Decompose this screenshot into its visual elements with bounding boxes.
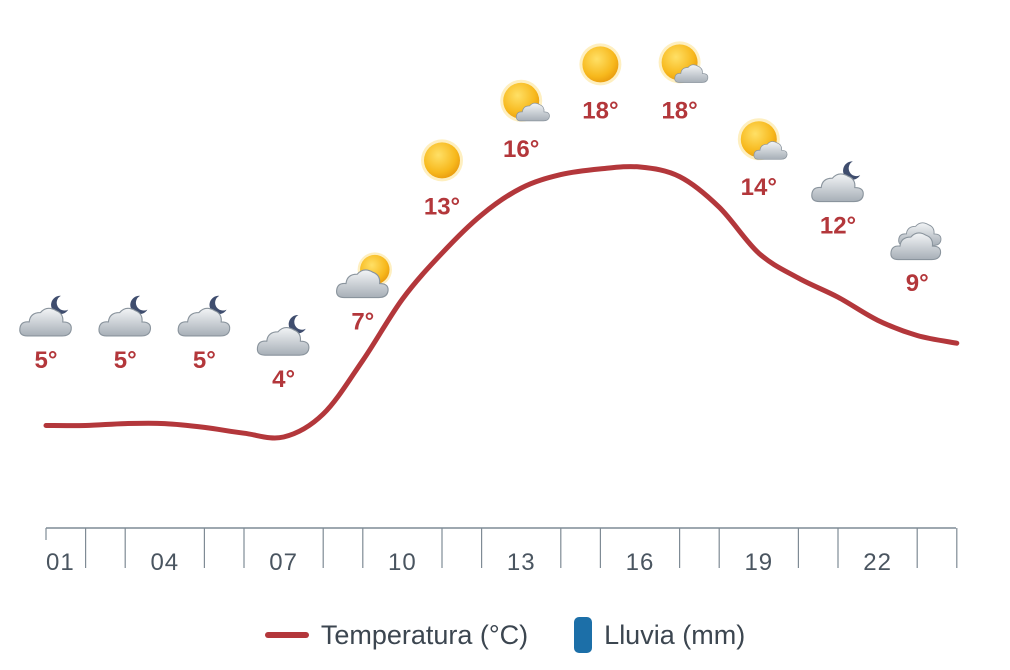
temperature-label: 7° [351, 309, 374, 336]
x-tick-label: 10 [388, 549, 417, 576]
cloudy-icon [890, 222, 942, 261]
sun-cloud-icon [658, 41, 709, 84]
temperature-label: 12° [820, 213, 856, 240]
temperature-label: 9° [906, 270, 929, 297]
temperature-label: 5° [193, 347, 216, 374]
x-tick-label: 19 [744, 549, 773, 576]
cloud-moon-icon [177, 295, 231, 337]
x-tick-label: 04 [150, 549, 179, 576]
cloud-moon-icon [256, 315, 310, 356]
legend-temperature-label: Temperatura (°C) [320, 619, 529, 650]
x-tick-label: 16 [626, 549, 655, 576]
temperature-label: 14° [741, 174, 777, 201]
cloud-sun-icon [336, 252, 392, 299]
x-tick-label: 01 [46, 549, 75, 576]
x-tick-label: 22 [863, 549, 892, 576]
sun-icon [421, 139, 463, 182]
rain-bar-swatch [574, 617, 593, 653]
sun-cloud-icon [500, 79, 550, 122]
sun-cloud-icon [737, 118, 788, 161]
temperature-label: 18° [661, 97, 697, 124]
temperature-label: 5° [35, 347, 58, 374]
cloud-moon-icon [98, 295, 152, 337]
temperature-chart: 5° 5° 5° 4° 7° 13° 16° 18° 18° 14° 12° 9° 01 04 07 10 1… [19, 41, 960, 576]
legend-item-rain[interactable]: Lluvia (mm) [574, 617, 745, 653]
legend: Temperatura (°C) Lluvia (mm) [0, 610, 1010, 660]
x-tick-label: 13 [507, 549, 536, 576]
sun-icon [579, 43, 622, 86]
legend-rain-label: Lluvia (mm) [604, 619, 746, 650]
temperature-label: 13° [424, 193, 460, 220]
temperature-label: 5° [114, 347, 137, 374]
temperature-label: 4° [272, 366, 295, 393]
legend-item-temperature[interactable]: Temperatura (°C) [264, 619, 529, 651]
temperature-label: 16° [503, 136, 539, 163]
x-tick-label: 07 [269, 549, 298, 576]
temperature-line [43, 164, 960, 441]
temperature-label: 18° [582, 97, 618, 124]
cloud-moon-icon [811, 161, 864, 203]
cloud-moon-icon [19, 295, 72, 337]
temperature-line-swatch [264, 632, 309, 638]
